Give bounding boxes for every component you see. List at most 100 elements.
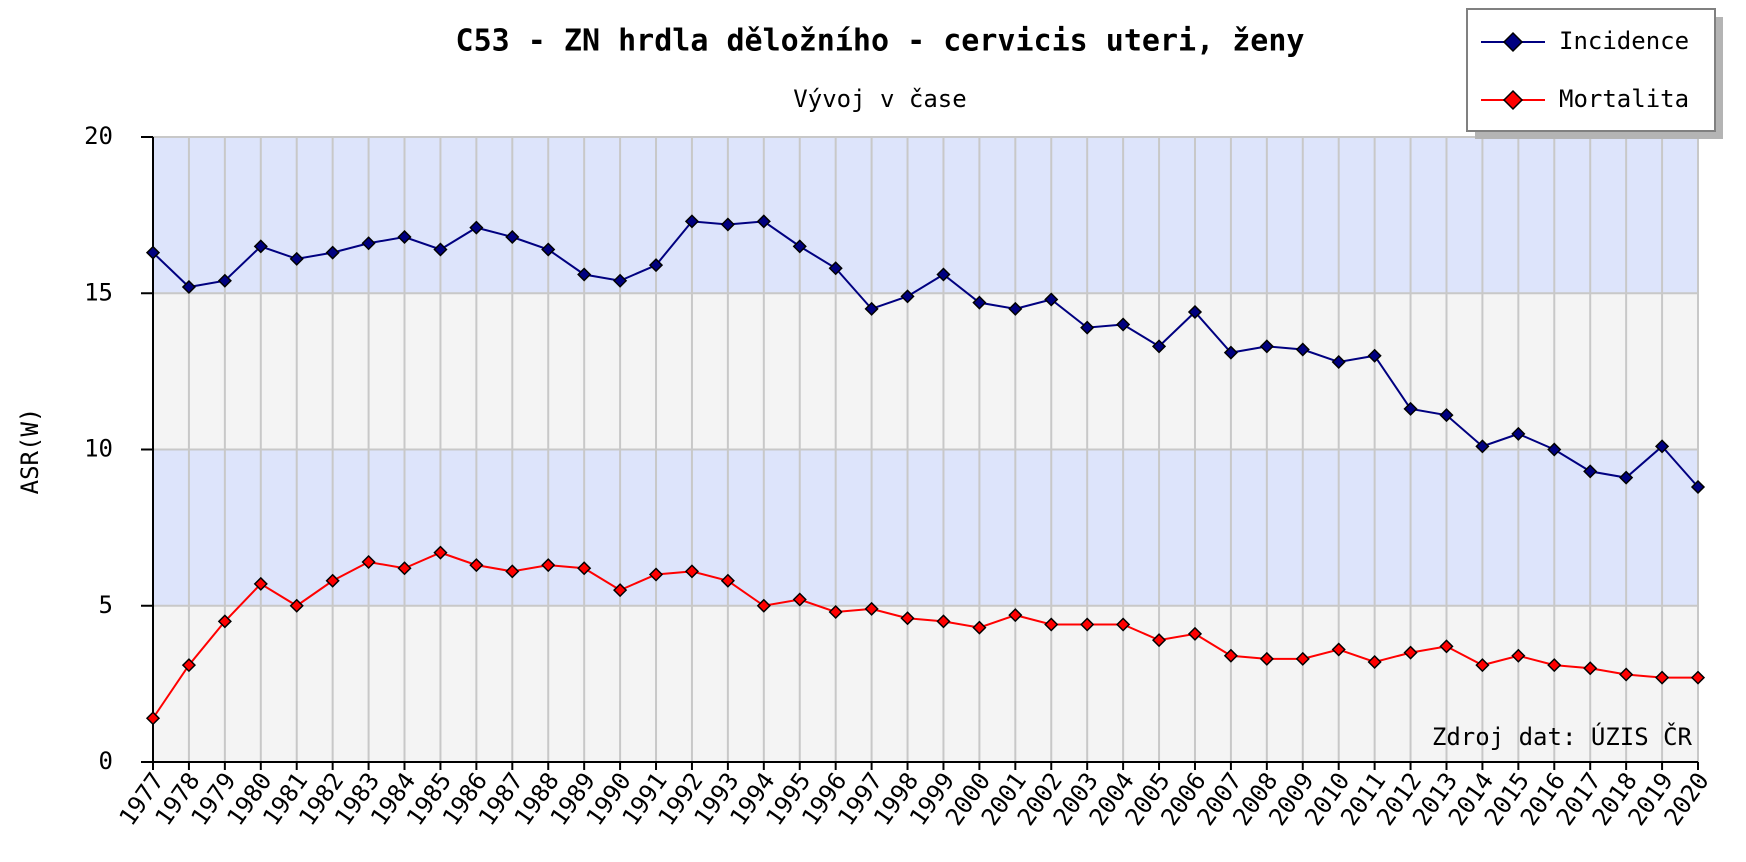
data-point	[792, 239, 807, 254]
data-point	[648, 258, 664, 273]
data-point	[684, 214, 700, 229]
data-point	[1690, 670, 1706, 685]
data-point	[361, 236, 376, 251]
data-point	[1439, 639, 1454, 654]
data-point	[936, 614, 951, 629]
chart-title: C53 - ZN hrdla děložního - cervicis uter…	[456, 24, 1305, 59]
data-point	[1547, 658, 1562, 673]
data-point	[1367, 654, 1382, 670]
plot-band	[153, 605, 1698, 762]
data-point	[1547, 442, 1562, 457]
data-point	[397, 561, 412, 576]
data-point	[1475, 658, 1490, 673]
data-point	[1223, 648, 1238, 663]
data-point	[756, 214, 771, 229]
data-point	[577, 561, 592, 576]
data-point	[433, 242, 448, 257]
data-point	[828, 261, 843, 276]
data-point	[1116, 317, 1131, 332]
data-point	[828, 604, 843, 620]
y-tick-label: 10	[84, 435, 113, 463]
data-point	[541, 558, 556, 573]
data-point	[1151, 633, 1167, 648]
data-point	[433, 545, 448, 560]
data-point	[613, 583, 628, 598]
data-point	[1583, 661, 1598, 676]
data-point	[1044, 292, 1059, 307]
data-point	[936, 267, 951, 282]
data-point	[253, 239, 268, 254]
data-point	[972, 295, 987, 310]
y-axis-label: ASR(W)	[16, 408, 44, 495]
data-point	[181, 658, 196, 673]
data-point	[1295, 342, 1310, 357]
plot-band	[153, 449, 1698, 606]
data-point	[1080, 320, 1095, 335]
data-point	[217, 614, 232, 629]
data-point	[253, 576, 268, 591]
data-point	[864, 601, 879, 616]
data-point	[792, 592, 807, 607]
data-point	[1403, 401, 1418, 416]
data-point	[289, 598, 304, 613]
data-point	[1008, 608, 1023, 623]
data-point	[1187, 626, 1203, 641]
data-point	[1259, 339, 1274, 354]
data-point	[469, 558, 484, 573]
data-point	[541, 242, 556, 257]
data-point	[1511, 426, 1526, 441]
source-note: Zdroj dat: ÚZIS ČR	[1432, 721, 1693, 751]
data-point	[1295, 651, 1310, 666]
data-point	[720, 217, 735, 232]
y-tick-label: 0	[99, 747, 113, 775]
legend-label: Mortalita	[1559, 85, 1689, 113]
data-point	[900, 611, 915, 626]
data-point	[1511, 648, 1526, 663]
legend-marker	[1502, 31, 1524, 53]
data-point	[1259, 651, 1274, 666]
plot-band	[153, 137, 1698, 294]
data-point	[325, 245, 340, 260]
data-point	[145, 711, 161, 726]
plot-band	[153, 293, 1698, 450]
data-point	[1583, 464, 1598, 479]
data-point	[181, 279, 196, 295]
data-point	[1080, 617, 1095, 632]
legend	[1466, 8, 1716, 132]
data-point	[505, 564, 520, 579]
data-point	[1331, 354, 1346, 370]
y-tick-label: 20	[84, 122, 113, 150]
data-point	[648, 567, 664, 582]
data-point	[145, 245, 161, 260]
data-point	[1008, 301, 1023, 316]
legend-label: Incidence	[1559, 27, 1689, 55]
data-point	[864, 301, 879, 316]
y-tick-label: 15	[84, 278, 113, 306]
data-point	[1151, 339, 1167, 354]
data-point	[1403, 645, 1418, 660]
data-point	[972, 620, 987, 635]
data-point	[289, 251, 304, 266]
data-point	[684, 564, 700, 579]
data-point	[1367, 348, 1382, 363]
data-point	[1223, 345, 1238, 360]
data-point	[361, 554, 376, 570]
data-point	[1655, 439, 1670, 454]
data-point	[577, 267, 592, 282]
data-point	[325, 573, 340, 588]
data-point	[720, 573, 735, 588]
data-point	[900, 289, 915, 304]
data-point	[1044, 617, 1059, 632]
data-point	[1187, 304, 1203, 320]
data-point	[217, 273, 232, 288]
data-point	[1619, 667, 1634, 682]
data-point	[1116, 617, 1131, 632]
data-point	[1439, 408, 1454, 423]
data-point	[505, 229, 520, 245]
y-tick-label: 5	[99, 591, 113, 619]
chart-subtitle: Vývoj v čase	[793, 85, 966, 113]
data-point	[756, 598, 771, 613]
legend-marker	[1502, 89, 1524, 111]
data-point	[613, 273, 628, 288]
data-point	[397, 229, 412, 245]
